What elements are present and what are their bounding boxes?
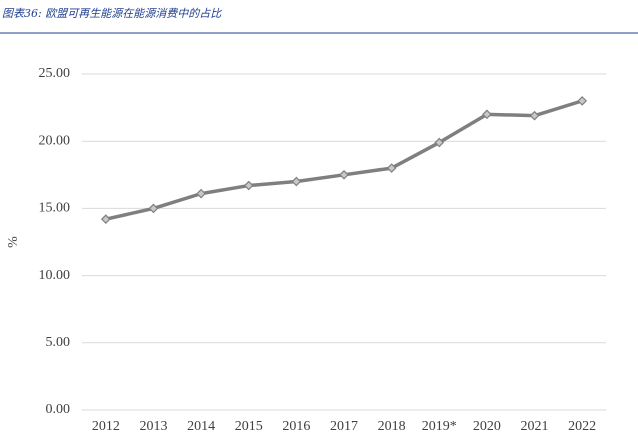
marker	[434, 137, 445, 148]
marker	[291, 176, 302, 187]
chart-title: 图表36: 欧盟可再生能源在能源消费中的占比	[2, 7, 222, 20]
y-axis-label: %	[6, 236, 21, 248]
marker	[339, 169, 349, 180]
y-tick-label: 15.00	[39, 201, 71, 216]
x-tick-label: 2012	[92, 419, 120, 434]
line	[105, 99, 583, 221]
y-tick-label: 10.00	[39, 268, 71, 283]
marker	[577, 96, 588, 106]
x-tick-label: 2020	[473, 419, 501, 434]
marker	[482, 109, 492, 120]
x-tick-label: 2021	[521, 419, 549, 434]
y-tick-label: 20.00	[39, 133, 71, 148]
x-tick-label: 2013	[139, 419, 167, 434]
marker	[529, 110, 540, 121]
x-tick-label: 2017	[330, 419, 358, 434]
y-tick-label: 25.00	[39, 66, 71, 81]
marker	[386, 163, 397, 173]
x-tick-label: 2018	[378, 419, 406, 434]
y-tick-label: 5.00	[46, 335, 71, 350]
marker	[100, 214, 111, 225]
x-tick-label: 2022	[568, 419, 596, 434]
x-tick-label: 2016	[282, 419, 310, 434]
marker	[196, 188, 206, 199]
marker	[148, 203, 159, 214]
x-tick-label: 2019*	[422, 419, 457, 434]
y-tick-label: 0.00	[46, 402, 71, 417]
x-tick-label: 2015	[235, 419, 263, 434]
x-tick-label: 2014	[187, 419, 215, 434]
marker	[243, 180, 254, 191]
